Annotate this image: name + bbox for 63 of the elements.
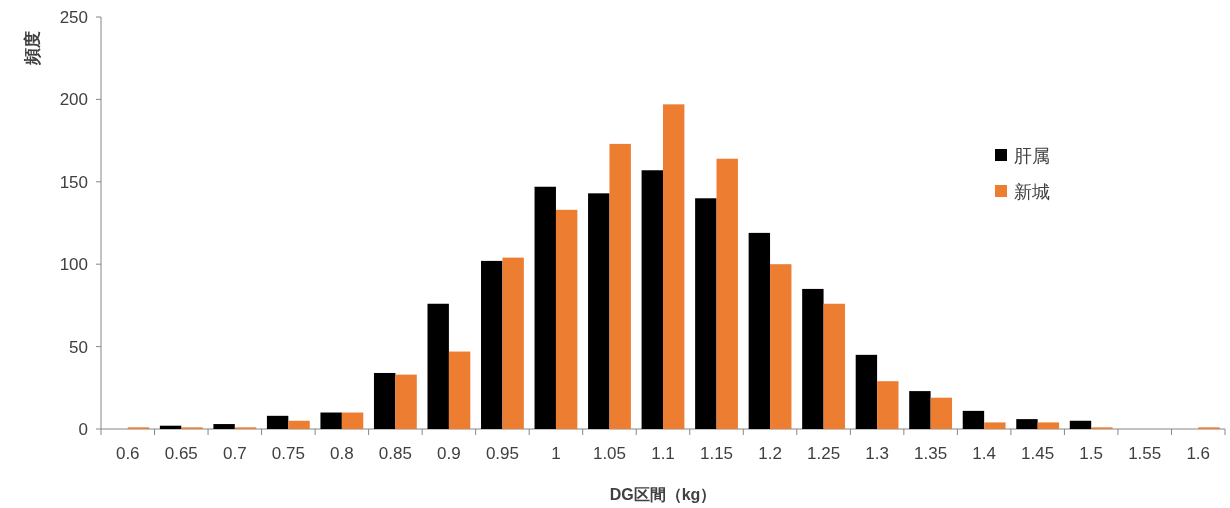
- x-tick-label: 1.4: [972, 444, 996, 463]
- bar: [320, 412, 342, 429]
- bar: [1037, 422, 1060, 429]
- bar: [962, 410, 985, 429]
- y-tick-label: 100: [59, 255, 88, 275]
- bar: [427, 303, 449, 429]
- x-tick-label: 1.25: [807, 444, 841, 463]
- x-tick-label: 0.95: [485, 444, 519, 463]
- bar: [534, 186, 556, 429]
- bar: [748, 232, 771, 429]
- bar: [663, 104, 685, 429]
- bar: [1016, 419, 1038, 429]
- y-tick-label: 200: [59, 90, 88, 110]
- x-tick-label: 1.6: [1186, 444, 1211, 463]
- x-tick-label: 0.85: [378, 444, 412, 463]
- bar: [716, 158, 738, 429]
- y-tick-label: 0: [78, 420, 88, 439]
- x-tick-label: 0.6: [115, 444, 140, 463]
- bar: [609, 143, 631, 429]
- x-tick-label: 0.9: [437, 444, 461, 463]
- y-tick-label: 150: [59, 172, 88, 192]
- bar: [823, 303, 845, 429]
- x-tick-label: 1.3: [865, 444, 889, 463]
- bar: [877, 381, 899, 429]
- bar: [395, 374, 417, 429]
- x-tick-label: 0.65: [164, 444, 198, 463]
- bar: [502, 257, 524, 429]
- x-tick-label: 0.75: [271, 444, 305, 463]
- y-axis-title: 頻度: [23, 31, 42, 66]
- x-tick-label: 1.15: [699, 444, 734, 463]
- bar: [641, 170, 663, 429]
- bar: [266, 415, 289, 429]
- x-tick-label: 1: [551, 444, 561, 463]
- x-tick-label: 0.8: [330, 444, 354, 463]
- bar: [770, 264, 792, 429]
- bar: [802, 288, 824, 429]
- bar: [213, 424, 235, 429]
- bar: [588, 193, 610, 429]
- bar: [855, 354, 878, 429]
- bar: [481, 260, 503, 429]
- y-tick-label: 50: [69, 337, 88, 357]
- x-tick-label: 1.35: [914, 444, 948, 463]
- bar: [930, 397, 953, 429]
- bar: [984, 422, 1006, 429]
- x-tick-label: 1.1: [651, 444, 675, 463]
- legend-label: 肝属: [1014, 146, 1050, 166]
- bar: [373, 372, 396, 429]
- bar: [288, 420, 310, 429]
- x-tick-label: 1.55: [1128, 444, 1162, 463]
- x-tick-label: 1.2: [758, 444, 782, 463]
- x-tick-label: 1.5: [1079, 444, 1104, 463]
- x-tick-label: 1.45: [1021, 444, 1055, 463]
- bar: [695, 198, 717, 429]
- bar: [341, 412, 364, 429]
- y-tick-label: 250: [59, 8, 88, 27]
- bar: [448, 351, 471, 429]
- x-axis-title: DG区間（kg）: [609, 486, 717, 504]
- bar: [555, 209, 578, 429]
- bar: [1069, 420, 1092, 429]
- legend-label: 新城: [1014, 182, 1050, 202]
- x-tick-label: 0.7: [222, 444, 247, 463]
- x-tick-label: 1.05: [592, 444, 627, 463]
- bar: [909, 391, 931, 429]
